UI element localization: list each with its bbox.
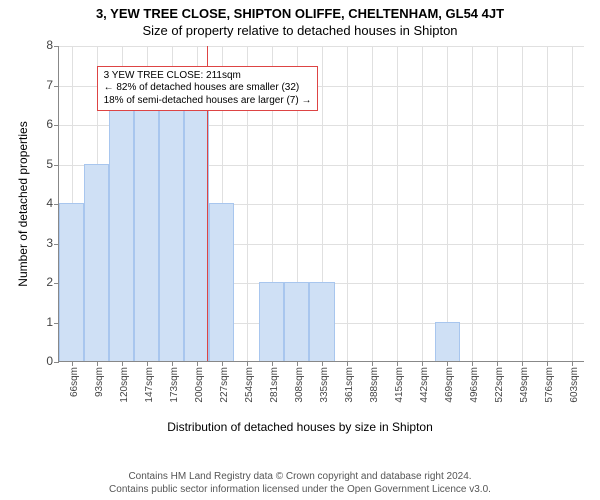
x-tick (247, 361, 248, 366)
x-tick-label: 522sqm (494, 367, 505, 403)
x-tick (222, 361, 223, 366)
y-tick-label: 5 (46, 157, 59, 171)
x-tick-label: 66sqm (69, 367, 80, 397)
x-tick (547, 361, 548, 366)
y-axis-label: Number of detached properties (16, 121, 30, 286)
x-tick-label: 200sqm (194, 367, 205, 403)
histogram-chart: 01234567866sqm93sqm120sqm147sqm173sqm200… (58, 46, 584, 362)
page-title-subtitle: Size of property relative to detached ho… (0, 21, 600, 38)
y-tick-label: 4 (46, 196, 59, 210)
x-tick (72, 361, 73, 366)
footer-line1: Contains HM Land Registry data © Crown c… (0, 471, 600, 484)
histogram-bar (259, 282, 284, 361)
histogram-bar (59, 203, 84, 361)
x-tick-label: 442sqm (419, 367, 430, 403)
x-tick (347, 361, 348, 366)
gridline-vertical (397, 46, 398, 361)
annotation-line: 3 YEW TREE CLOSE: 211sqm (104, 70, 312, 83)
y-tick-label: 3 (46, 236, 59, 250)
histogram-bar (84, 164, 109, 362)
x-tick-label: 173sqm (169, 367, 180, 403)
gridline-vertical (472, 46, 473, 361)
y-tick-label: 6 (46, 117, 59, 131)
footer-line2: Contains public sector information licen… (0, 484, 600, 497)
histogram-bar (209, 203, 234, 361)
x-tick (397, 361, 398, 366)
annotation-line: ← 82% of detached houses are smaller (32… (104, 82, 312, 95)
x-tick (97, 361, 98, 366)
x-tick (497, 361, 498, 366)
x-tick (372, 361, 373, 366)
x-tick-label: 335sqm (319, 367, 330, 403)
x-axis-label: Distribution of detached houses by size … (0, 420, 600, 434)
x-tick-label: 93sqm (94, 367, 105, 397)
x-tick-label: 388sqm (369, 367, 380, 403)
x-tick (172, 361, 173, 366)
x-tick-label: 147sqm (144, 367, 155, 403)
y-tick-label: 0 (46, 354, 59, 368)
x-tick-label: 120sqm (119, 367, 130, 403)
x-tick-label: 281sqm (269, 367, 280, 403)
x-tick (572, 361, 573, 366)
x-tick (297, 361, 298, 366)
gridline-vertical (347, 46, 348, 361)
x-tick-label: 254sqm (244, 367, 255, 403)
x-tick-label: 549sqm (519, 367, 530, 403)
histogram-bar (284, 282, 309, 361)
page-title-address: 3, YEW TREE CLOSE, SHIPTON OLIFFE, CHELT… (0, 0, 600, 21)
x-tick (122, 361, 123, 366)
annotation-box: 3 YEW TREE CLOSE: 211sqm← 82% of detache… (97, 66, 319, 112)
x-tick (447, 361, 448, 366)
y-tick-label: 8 (46, 38, 59, 52)
x-tick (322, 361, 323, 366)
gridline-vertical (547, 46, 548, 361)
annotation-line: 18% of semi-detached houses are larger (… (104, 95, 312, 108)
x-tick-label: 469sqm (444, 367, 455, 403)
histogram-bar (134, 85, 159, 362)
x-tick (272, 361, 273, 366)
x-tick (472, 361, 473, 366)
gridline-vertical (422, 46, 423, 361)
x-tick (197, 361, 198, 366)
x-tick-label: 308sqm (294, 367, 305, 403)
histogram-bar (159, 85, 184, 362)
x-tick-label: 361sqm (344, 367, 355, 403)
y-tick-label: 1 (46, 315, 59, 329)
x-tick (147, 361, 148, 366)
x-tick-label: 415sqm (394, 367, 405, 403)
histogram-bar (109, 85, 134, 362)
x-tick-label: 576sqm (544, 367, 555, 403)
footer-attribution: Contains HM Land Registry data © Crown c… (0, 471, 600, 496)
histogram-bar (435, 322, 460, 362)
y-tick-label: 2 (46, 275, 59, 289)
x-tick-label: 227sqm (219, 367, 230, 403)
gridline-vertical (372, 46, 373, 361)
y-tick-label: 7 (46, 78, 59, 92)
x-tick-label: 603sqm (569, 367, 580, 403)
histogram-bar (184, 85, 209, 362)
gridline-vertical (522, 46, 523, 361)
x-tick (522, 361, 523, 366)
x-tick (422, 361, 423, 366)
gridline-vertical (497, 46, 498, 361)
gridline-vertical (572, 46, 573, 361)
x-tick-label: 496sqm (469, 367, 480, 403)
gridline-vertical (447, 46, 448, 361)
histogram-bar (309, 282, 334, 361)
